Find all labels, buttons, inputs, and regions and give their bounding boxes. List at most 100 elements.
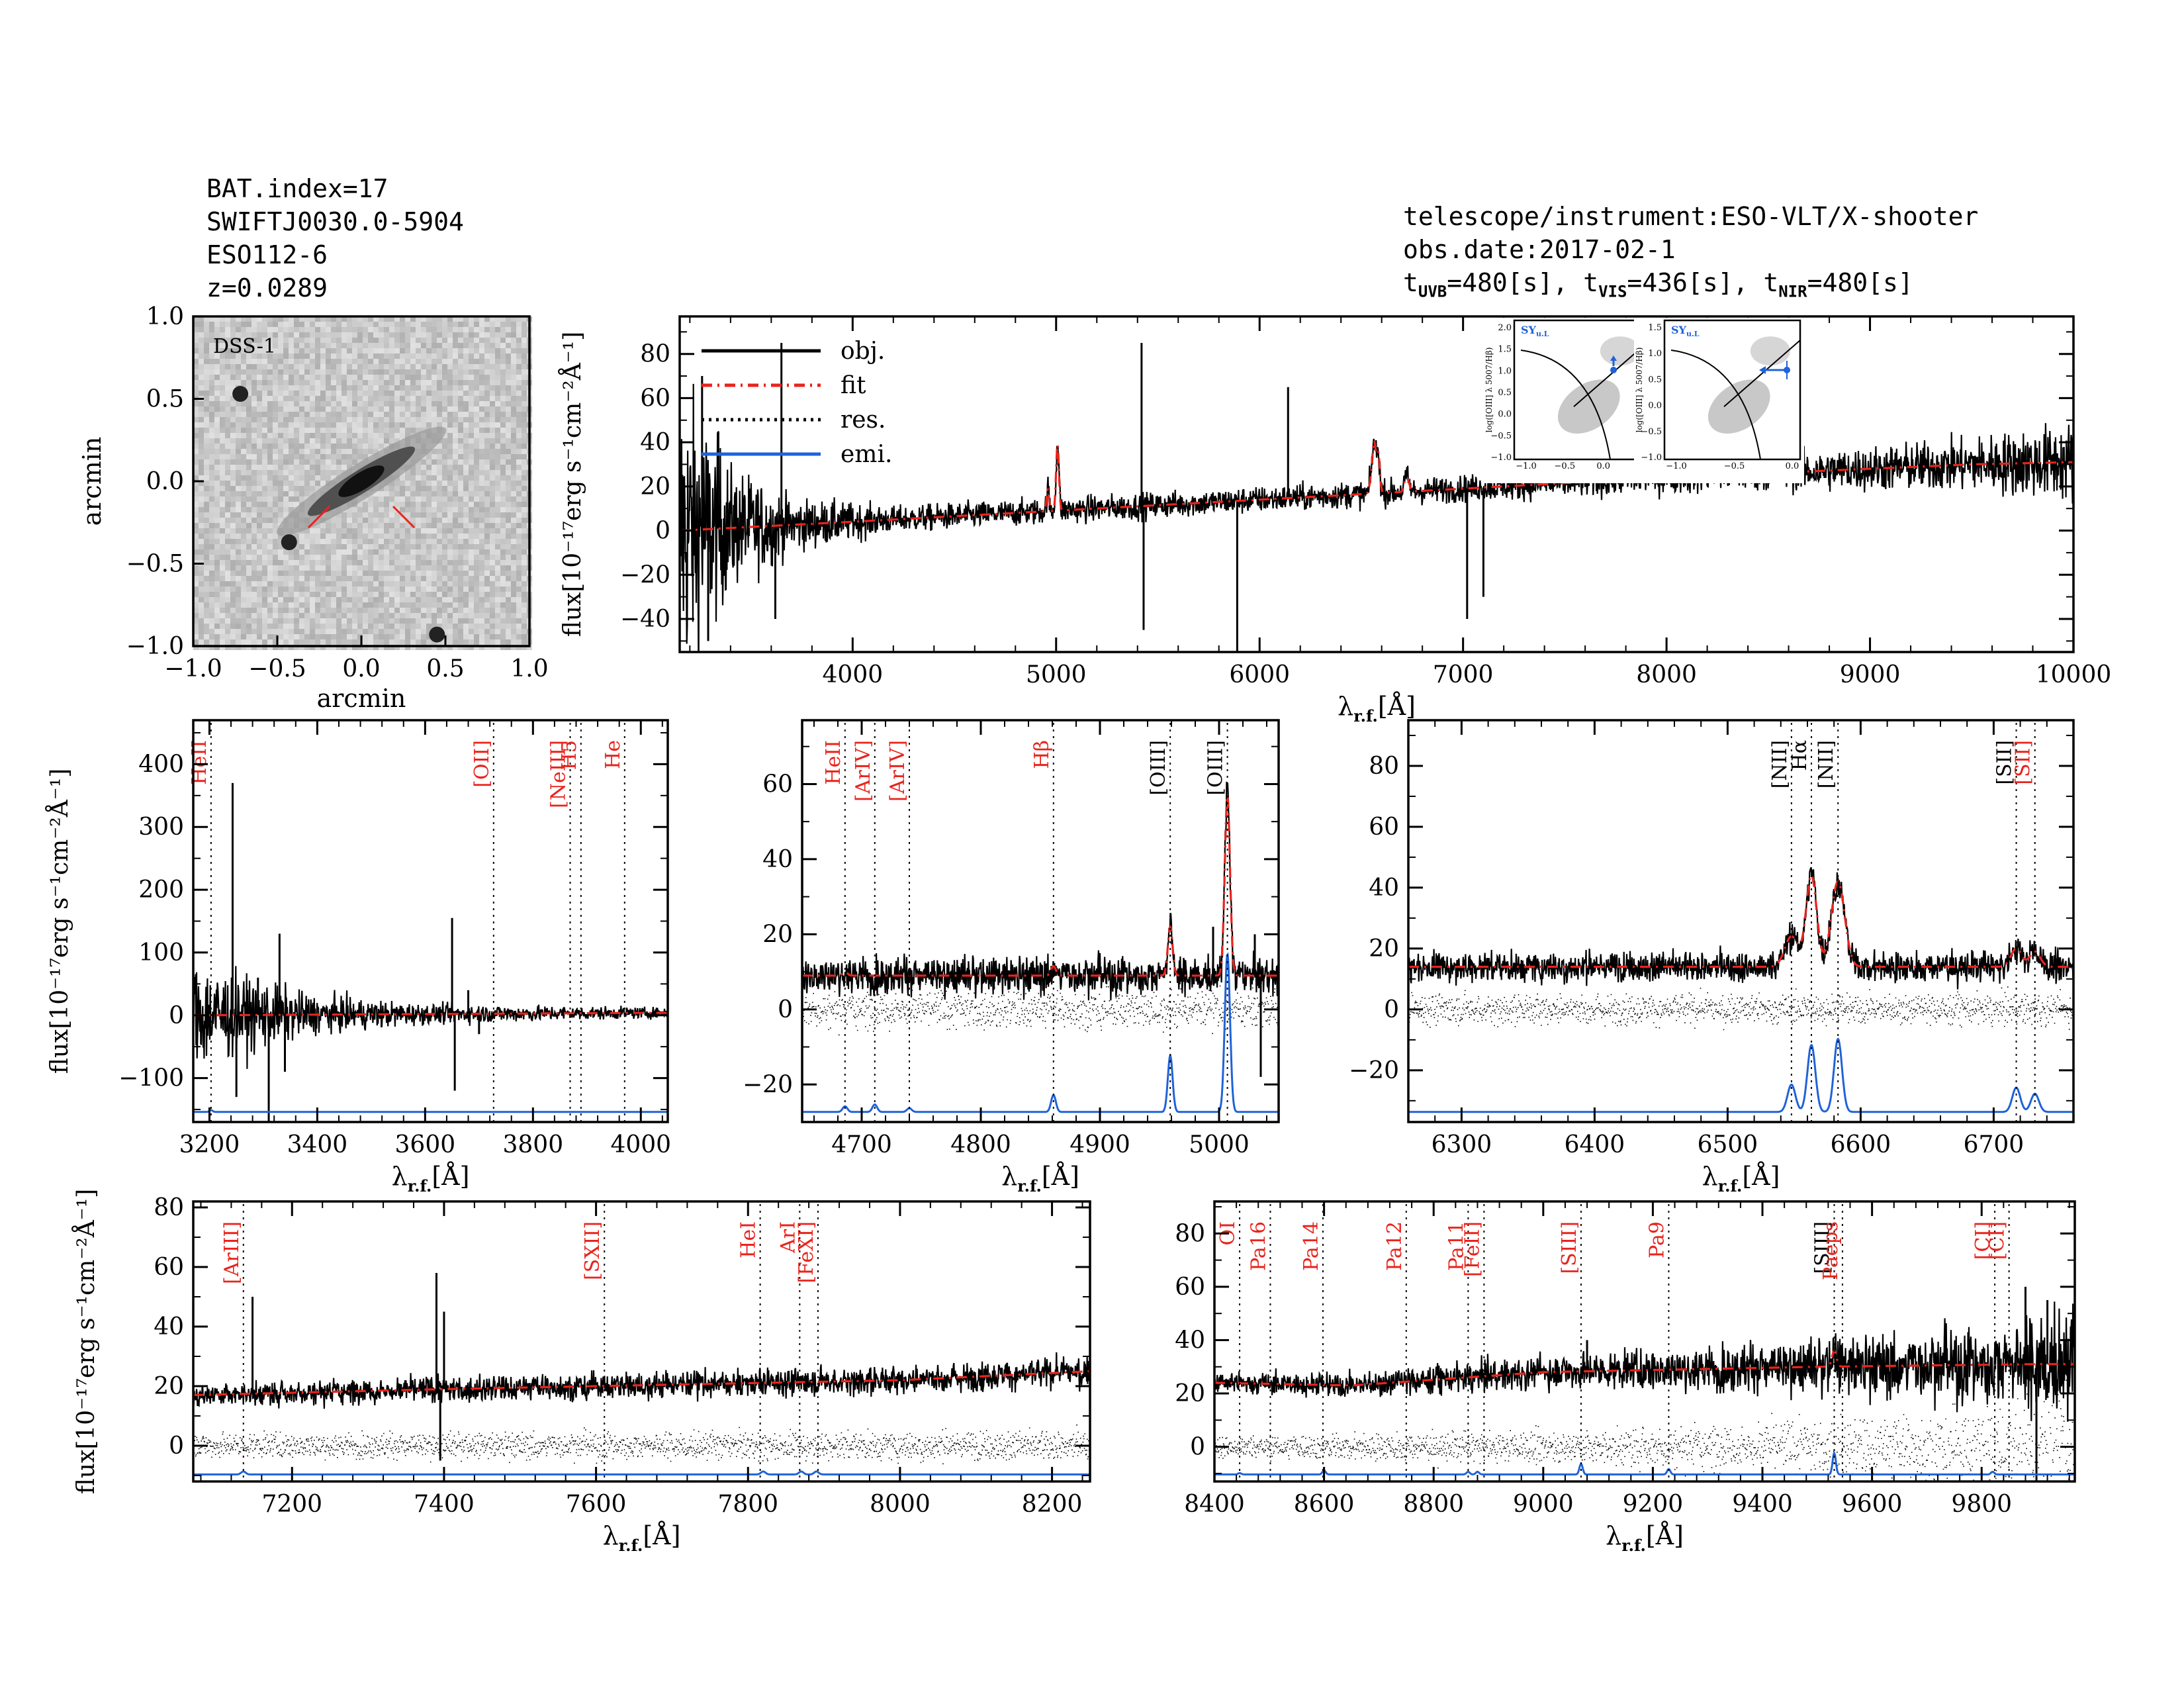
dss-x-tick-4: 1.0 bbox=[510, 655, 548, 682]
x-axis-label: λr.f.[Å] bbox=[1606, 1521, 1684, 1555]
y-tick-label-0: −20 bbox=[743, 1071, 793, 1098]
y-tick-label-1: 20 bbox=[1175, 1380, 1205, 1407]
line-label-3: ArI bbox=[776, 1221, 799, 1254]
y-tick-label-1: 0 bbox=[778, 996, 793, 1023]
dss-ylabel: arcmin bbox=[77, 437, 107, 526]
star-3 bbox=[429, 626, 445, 643]
line-label-5: [OIII] bbox=[1205, 740, 1228, 796]
inset-xtick-0: −1.0 bbox=[1666, 461, 1687, 471]
y-tick-label-5: 60 bbox=[640, 385, 670, 412]
panel-nir1: [ArIII] [SXII] HeI ArI[FeXI] 7200 7400 7600 780… bbox=[72, 1189, 1091, 1555]
line-label-7: Pa9 bbox=[1645, 1221, 1668, 1258]
line-label-2: HeI bbox=[737, 1221, 760, 1258]
x-tick-label-5: 8200 bbox=[1022, 1491, 1083, 1518]
swift-name: SWIFTJ0030.0-5904 bbox=[206, 207, 464, 236]
y-tick-label-4: 60 bbox=[1369, 814, 1399, 841]
x-axis-label: λr.f.[Å] bbox=[603, 1521, 681, 1555]
legend: obj. fit res. emi. bbox=[702, 338, 892, 468]
plot-area-hbeta bbox=[802, 781, 1279, 1113]
x-tick-label-0: 8400 bbox=[1184, 1491, 1245, 1518]
spectrum-obj bbox=[193, 966, 668, 1069]
counterpart-name: ESO112-6 bbox=[206, 240, 328, 269]
fit-line bbox=[1214, 1349, 2075, 1387]
x-tick-label-1: 8600 bbox=[1294, 1491, 1355, 1518]
x-tick-label-4: 9200 bbox=[1623, 1491, 1684, 1518]
emission-line bbox=[1214, 1451, 2075, 1476]
inset-ytick-0: 2.0 bbox=[1498, 323, 1512, 333]
dss-image-panel: DSS-1 −1.0−1.0 −0.5 −0.5 0.0 0.0 0.5 0.5 1.0 1.0 a… bbox=[77, 303, 549, 713]
dss-y-tick-2: 0.0 bbox=[146, 468, 184, 495]
axes-frame bbox=[1213, 1200, 2076, 1483]
y-axis-label: flux[10⁻¹⁷erg s⁻¹cm⁻²Å⁻¹] bbox=[72, 1189, 100, 1494]
y-tick-label-2: 20 bbox=[1369, 935, 1399, 962]
x-tick-label-2: 3600 bbox=[395, 1131, 456, 1158]
plot-area-uv bbox=[193, 782, 668, 1122]
plot-area-full bbox=[680, 343, 2073, 652]
inset-frame bbox=[1663, 319, 1801, 461]
dss-y-tick-4: 1.0 bbox=[146, 303, 184, 330]
bpt-inset-2: SYu.L 1.5 1.0 0.5 0.0 −0.5 −1.0 −1.0 −0.5 0.0 log(… bbox=[1634, 318, 1804, 483]
inset-kewley-curve bbox=[1670, 350, 1761, 460]
x-tick-label-6: 10000 bbox=[2036, 661, 2112, 688]
axes-frame bbox=[801, 719, 1280, 1123]
y-tick-label-4: 80 bbox=[154, 1194, 184, 1221]
dss-noise bbox=[193, 316, 532, 650]
dss-y-tick-1: −0.5 bbox=[126, 551, 184, 578]
dss-xlabel: arcmin bbox=[317, 684, 406, 713]
line-label-3: Pa12 bbox=[1383, 1221, 1406, 1271]
y-tick-label-3: 40 bbox=[762, 846, 793, 873]
line-label-1: Hα bbox=[1788, 740, 1811, 771]
line-label-8: [SIII] bbox=[1811, 1221, 1834, 1274]
inset-density-seyfert bbox=[1750, 336, 1790, 366]
x-tick-label-0: 4000 bbox=[823, 661, 884, 688]
x-tick-label-2: 6500 bbox=[1698, 1131, 1758, 1158]
line-label-0: [NII] bbox=[1768, 740, 1792, 788]
panel-full: 4000 5000 6000 7000 8000 9000 10000 −40 −20 0 20 40… bbox=[559, 315, 2112, 726]
x-tick-label-3: 7800 bbox=[717, 1491, 778, 1518]
spectrum-obj bbox=[1214, 1301, 2075, 1422]
inset-ytick-4: −0.5 bbox=[1641, 427, 1662, 437]
y-tick-label-1: 0 bbox=[169, 1002, 184, 1029]
x-tick-label-0: 7200 bbox=[261, 1491, 322, 1518]
inset-kewley-curve bbox=[1520, 350, 1611, 460]
x-tick-label-3: 3800 bbox=[502, 1131, 563, 1158]
fit-line bbox=[193, 1011, 668, 1017]
line-label-1: [ArIV] bbox=[852, 740, 875, 802]
legend-label-2: res. bbox=[841, 406, 886, 434]
inset-density-seyfert bbox=[1600, 336, 1640, 366]
panel-hbeta: HeII [ArIV] [ArIV] Hβ [OIII] [OIII] 4700 4800 49… bbox=[743, 719, 1280, 1196]
line-label-2: [NeIII] bbox=[547, 740, 570, 808]
panel-halpha: [NII]Hα [NII] [SII][SII] 6300 6400 6500 6600 67… bbox=[1349, 719, 2075, 1196]
y-tick-label-0: −20 bbox=[1349, 1057, 1399, 1084]
inset-xtick-1: −0.5 bbox=[1555, 461, 1576, 471]
star-2 bbox=[281, 534, 297, 551]
y-tick-label-4: 60 bbox=[762, 771, 793, 798]
line-label-2: Pa14 bbox=[1300, 1221, 1323, 1271]
inset-ylabel: log([OIII] λ 5007/Hβ) bbox=[1635, 348, 1644, 433]
panel-nir2: OI Pa16 Pa14 Pa12 Pa11[FeII] [SIII] Pa9 [SIII]P… bbox=[1175, 1200, 2076, 1555]
legend-label-0: obj. bbox=[841, 338, 885, 365]
axes-frame bbox=[1407, 719, 2075, 1123]
y-tick-label-3: 20 bbox=[640, 473, 670, 500]
x-tick-label-4: 8000 bbox=[1636, 661, 1697, 688]
y-tick-label-2: 40 bbox=[154, 1313, 184, 1340]
y-tick-label-0: 0 bbox=[1190, 1434, 1205, 1461]
y-tick-label-2: 100 bbox=[138, 939, 184, 966]
line-label-3: [SII] bbox=[1993, 740, 2017, 785]
y-axis-label: flux[10⁻¹⁷erg s⁻¹cm⁻²Å⁻¹] bbox=[559, 332, 586, 637]
inset-ytick-1: 1.5 bbox=[1498, 345, 1512, 355]
plot-area-nir2 bbox=[1214, 1286, 2075, 1481]
y-tick-label-2: 20 bbox=[762, 921, 793, 948]
star-1 bbox=[232, 386, 249, 402]
inset-demarcation-line bbox=[1723, 340, 1801, 407]
dss-x-tick-1: −0.5 bbox=[248, 655, 306, 682]
line-label-4: [SII] bbox=[2012, 740, 2035, 785]
emission-line bbox=[1408, 1037, 2073, 1113]
x-tick-label-0: 4700 bbox=[831, 1131, 892, 1158]
inset-agn-point bbox=[1610, 367, 1617, 373]
slit-marker-right bbox=[392, 505, 416, 529]
x-tick-label-1: 5000 bbox=[1026, 661, 1087, 688]
residual-points bbox=[193, 1424, 1090, 1465]
x-axis-label: λr.f.[Å] bbox=[392, 1162, 470, 1196]
